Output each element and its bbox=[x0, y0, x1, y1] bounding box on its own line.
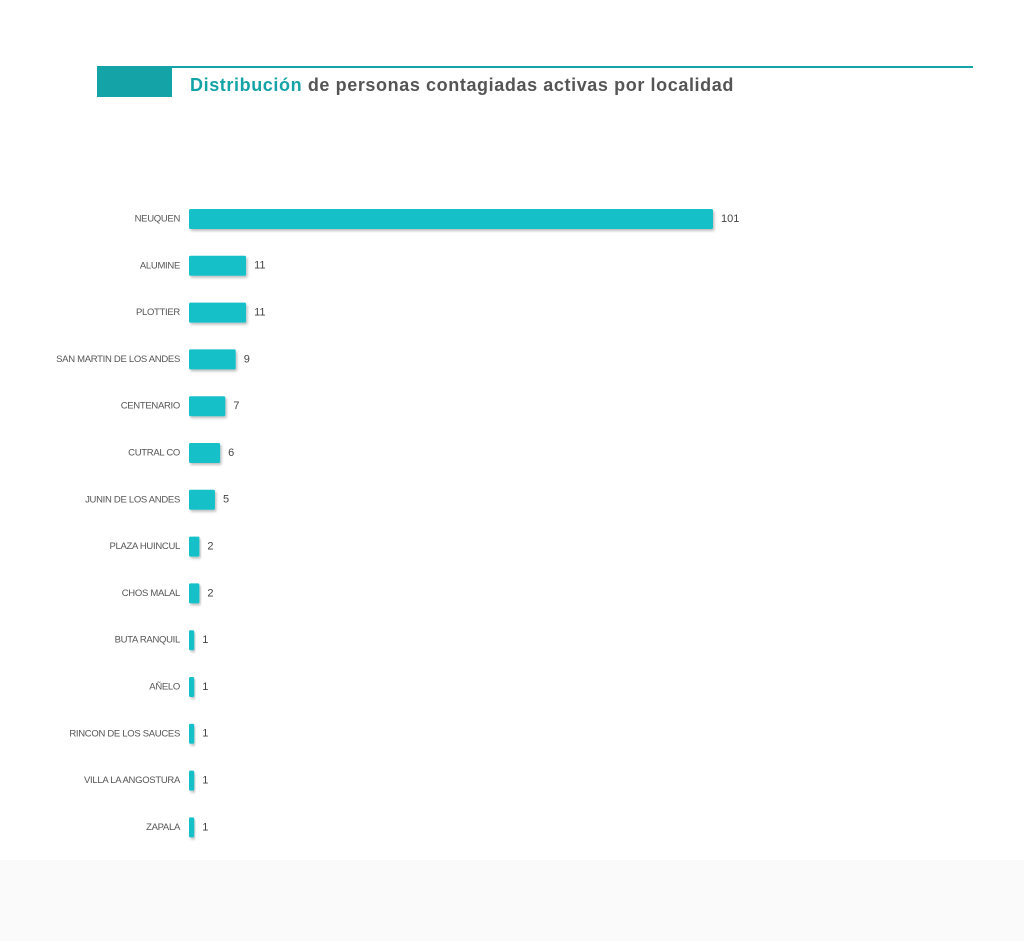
value-label: 6 bbox=[228, 447, 234, 459]
category-label: AÑELO bbox=[149, 682, 180, 693]
category-label: JUNIN DE LOS ANDES bbox=[85, 494, 180, 505]
category-label: CENTENARIO bbox=[121, 401, 180, 412]
bar bbox=[189, 630, 195, 651]
value-label: 1 bbox=[202, 728, 208, 740]
bar bbox=[189, 209, 713, 229]
bar bbox=[189, 489, 215, 510]
bar bbox=[189, 443, 221, 463]
value-label: 5 bbox=[223, 494, 229, 506]
value-label: 2 bbox=[207, 541, 213, 553]
value-label: 2 bbox=[207, 587, 213, 599]
category-label: SAN MARTIN DE LOS ANDES bbox=[56, 354, 180, 365]
bar bbox=[189, 536, 200, 557]
value-label: 1 bbox=[202, 775, 208, 787]
category-label: PLOTTIER bbox=[136, 307, 180, 318]
category-label: ZAPALA bbox=[146, 822, 181, 833]
bar bbox=[189, 396, 226, 417]
category-label: BUTA RANQUIL bbox=[115, 635, 180, 646]
category-label: ALUMINE bbox=[140, 260, 180, 271]
bar bbox=[189, 723, 195, 744]
value-label: 1 bbox=[202, 821, 208, 833]
value-label: 101 bbox=[721, 213, 739, 225]
value-label: 9 bbox=[244, 353, 250, 365]
bar bbox=[189, 255, 247, 276]
category-label: RINCON DE LOS SAUCES bbox=[69, 728, 180, 739]
value-label: 1 bbox=[202, 634, 208, 646]
bar bbox=[189, 302, 247, 323]
value-label: 11 bbox=[254, 260, 265, 272]
bar bbox=[189, 817, 195, 838]
bar bbox=[189, 770, 195, 791]
value-label: 7 bbox=[233, 400, 239, 412]
footer-band bbox=[0, 860, 1024, 941]
title-block bbox=[97, 66, 172, 97]
category-label: PLAZA HUINCUL bbox=[109, 541, 180, 552]
category-label: VILLA LA ANGOSTURA bbox=[84, 775, 181, 786]
value-label: 1 bbox=[202, 681, 208, 693]
bar bbox=[189, 349, 236, 370]
category-label: CUTRAL CO bbox=[128, 448, 180, 459]
value-label: 11 bbox=[254, 307, 265, 319]
bar bbox=[189, 677, 195, 697]
chart-title: Distribución de personas contagiadas act… bbox=[190, 75, 734, 95]
category-label: CHOS MALAL bbox=[122, 588, 180, 599]
title-highlight: Distribución bbox=[190, 75, 302, 95]
title-rest: de personas contagiadas activas por loca… bbox=[308, 75, 734, 95]
category-label: NEUQUEN bbox=[135, 214, 181, 225]
bar bbox=[189, 583, 200, 604]
